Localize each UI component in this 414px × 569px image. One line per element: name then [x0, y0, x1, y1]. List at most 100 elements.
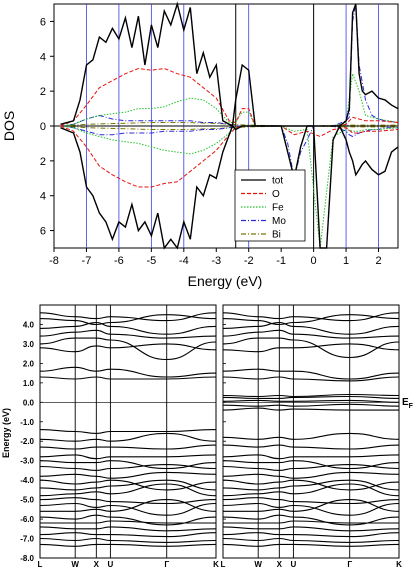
fermi-level-letter: E — [402, 397, 409, 408]
band-right-24 — [223, 499, 400, 512]
dos-x-tick-label-10: 2 — [375, 255, 381, 267]
dos-series-mo-up — [60, 3, 399, 127]
kpoint-label-left-2: X — [94, 560, 100, 569]
legend-label-o: O — [272, 189, 280, 200]
band-y-tick-label-4: 0.0 — [23, 398, 35, 407]
band-left-15 — [39, 479, 217, 491]
band-left-18 — [39, 497, 217, 505]
fermi-level-subscript: F — [409, 403, 414, 410]
band-right-6 — [222, 368, 400, 380]
band-right-5 — [222, 343, 400, 353]
band-right-21 — [222, 483, 400, 497]
dos-series-fe-down — [60, 125, 399, 249]
band-left-9 — [39, 432, 217, 442]
band-left-21 — [39, 514, 217, 526]
band-right-30 — [222, 543, 400, 547]
kpoint-label-right-1: W — [254, 560, 262, 569]
dos-legend-box — [234, 169, 306, 242]
band-y-tick-label-5: -1.0 — [20, 418, 34, 427]
band-right-1 — [222, 314, 400, 326]
band-left-10 — [39, 444, 217, 450]
kpoint-label-right-2: X — [277, 560, 283, 569]
legend-label-tot: tot — [272, 176, 283, 187]
band-right-23 — [222, 502, 400, 516]
band-right-15 — [222, 454, 400, 460]
band-left-17 — [39, 483, 217, 497]
band-left-8 — [39, 429, 217, 434]
band-left-26 — [39, 543, 217, 547]
band-y-tick-label-12: -8.0 — [20, 554, 34, 563]
band-y-tick-label-2: 2.0 — [23, 359, 35, 368]
band-left-13 — [39, 464, 217, 471]
band-right-28 — [222, 532, 400, 538]
dos-x-tick-label-0: -8 — [49, 255, 59, 267]
band-left-14 — [39, 471, 217, 479]
band-left-16 — [39, 479, 217, 491]
dos-x-tick-label-6: -2 — [244, 255, 254, 267]
band-left-23 — [39, 526, 217, 532]
dos-y-tick-label-up-1: 2 — [40, 86, 46, 98]
band-y-tick-label-8: -4.0 — [20, 476, 34, 485]
band-right-7 — [222, 376, 400, 382]
band-right-18 — [222, 471, 400, 479]
band-right-26 — [222, 520, 399, 524]
dos-y-axis-title: DOS — [1, 111, 17, 141]
band-left-3 — [39, 329, 217, 339]
dos-reference-lines — [54, 4, 398, 248]
band-right-14 — [222, 444, 400, 450]
kpoint-label-right-0: L — [221, 560, 226, 569]
dos-x-tick-label-1: -7 — [82, 255, 92, 267]
dos-series-tot-down — [60, 124, 399, 250]
band-right-25 — [222, 514, 400, 526]
dos-x-tick-label-5: -3 — [211, 255, 221, 267]
band-right-0 — [222, 312, 400, 322]
band-right-9 — [222, 395, 400, 399]
band-left-24 — [39, 532, 217, 538]
legend-label-bi: Bi — [272, 230, 281, 241]
band-y-tick-label-0: 4.0 — [23, 320, 35, 329]
dos-y-tick-label-up-2: 4 — [40, 51, 46, 63]
band-left-11 — [39, 454, 217, 460]
band-y-tick-label-11: -7.0 — [20, 535, 34, 544]
band-right-4 — [222, 337, 400, 359]
dos-y-tick-label-up-0: 0 — [40, 121, 46, 133]
band-left-6 — [39, 366, 217, 378]
band-y-tick-label-10: -6.0 — [20, 515, 34, 524]
dos-series-o-up — [60, 67, 399, 127]
band-right-29 — [222, 537, 400, 543]
kpoint-label-right-3: U — [291, 560, 297, 569]
dos-series-tot-up — [60, 1, 399, 128]
band-y-tick-label-7: -3.0 — [20, 457, 34, 466]
dos-x-tick-label-2: -6 — [114, 255, 124, 267]
kpoint-label-left-5: K — [213, 560, 219, 569]
band-right-12 — [222, 407, 399, 411]
dos-x-tick-label-4: -4 — [179, 255, 189, 267]
dos-y-ticks: 0 2 4 6 2 4 6 — [40, 16, 54, 238]
band-y-tick-label-9: -5.0 — [20, 496, 34, 505]
band-structure-chart: 4.0 3.0 2.0 1.0 0.0 -1.0 -2.0 -3.0 -4.0 -5.0 -6.0 -… — [1, 304, 414, 569]
band-right-19 — [222, 479, 400, 491]
band-y-axis-title: Energy (eV) — [1, 408, 11, 458]
band-right-27 — [222, 526, 400, 532]
dos-x-tick-label-9: 1 — [343, 255, 349, 267]
band-right-2 — [222, 321, 400, 335]
band-right-16 — [222, 460, 400, 470]
band-panel-frame-right — [222, 304, 400, 559]
band-right-8 — [222, 393, 400, 398]
band-left-7 — [39, 376, 217, 380]
legend-label-fe: Fe — [272, 203, 284, 214]
band-left-22 — [39, 520, 216, 524]
dos-x-axis-title: Energy (eV) — [188, 273, 263, 289]
dos-legend: tot O Fe Mo Bi — [234, 169, 306, 242]
kpoint-label-right-4: Γ — [347, 560, 352, 569]
band-right-17 — [222, 464, 400, 471]
band-left-20 — [40, 499, 217, 512]
dos-y-tick-label-down-2: 6 — [40, 226, 46, 238]
band-left-5 — [39, 343, 217, 353]
band-left-2 — [39, 321, 217, 335]
dos-x-tick-label-3: -5 — [146, 255, 156, 267]
kpoint-label-left-0: L — [38, 560, 43, 569]
